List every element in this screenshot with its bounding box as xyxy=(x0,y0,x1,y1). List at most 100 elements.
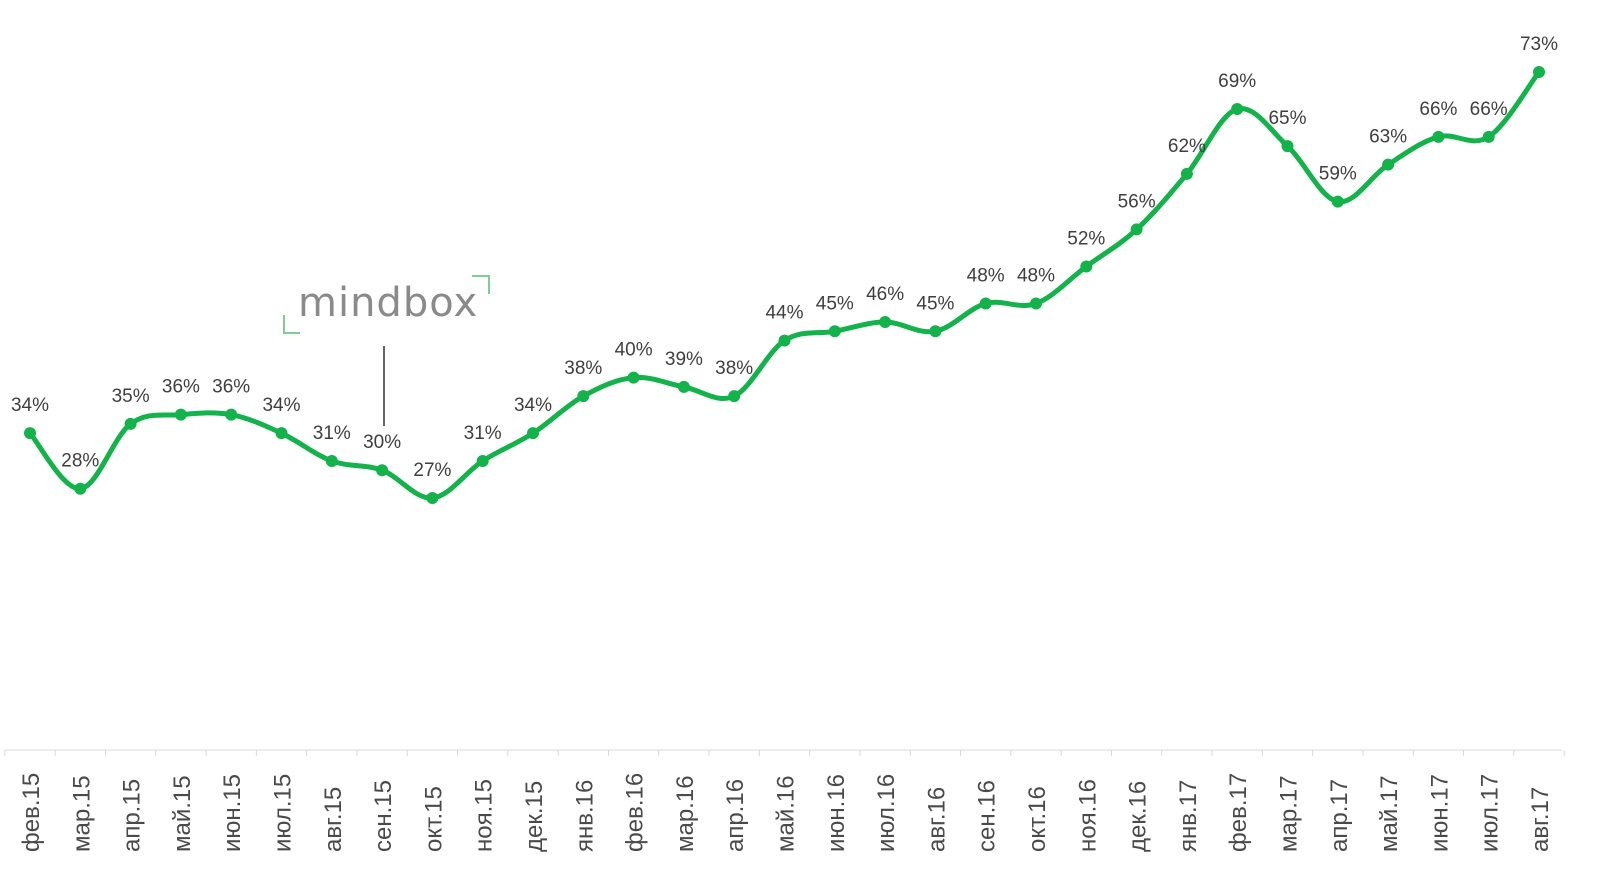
data-label: 36% xyxy=(212,377,250,398)
x-axis xyxy=(4,749,1565,756)
data-point xyxy=(1482,130,1495,143)
data-point xyxy=(1432,130,1445,143)
data-label: 52% xyxy=(1067,228,1105,249)
data-point xyxy=(1231,103,1244,116)
data-point xyxy=(1533,66,1545,78)
data-label: 48% xyxy=(967,266,1005,287)
data-label: 62% xyxy=(1168,136,1206,157)
data-label: 66% xyxy=(1470,99,1508,120)
data-point xyxy=(476,454,489,467)
data-point xyxy=(74,482,87,495)
data-point xyxy=(979,297,992,310)
data-label: 59% xyxy=(1319,164,1357,185)
data-label: 31% xyxy=(313,423,351,444)
data-point xyxy=(527,427,539,440)
data-point xyxy=(275,427,288,440)
data-label: 39% xyxy=(665,349,703,370)
x-tick-label: апр.17 xyxy=(1326,779,1353,852)
data-label: 56% xyxy=(1118,191,1156,212)
data-point xyxy=(1382,158,1395,171)
x-tick-label: ноя.15 xyxy=(471,779,498,852)
x-tick-label: мар.17 xyxy=(1276,775,1303,852)
x-tick-label: июл.15 xyxy=(270,774,297,852)
data-label: 69% xyxy=(1218,71,1256,92)
data-point xyxy=(24,427,36,440)
logo-text: mindbox xyxy=(298,280,478,326)
data-point xyxy=(174,408,187,421)
x-tick-label: окт.16 xyxy=(1024,786,1051,852)
data-label: 38% xyxy=(715,358,753,379)
x-tick-labels: фев.15 мар.15 апр.15 май.15 июн.15 июл.15 авг.… xyxy=(18,773,1554,852)
x-tick-label: май.16 xyxy=(773,775,800,852)
data-point xyxy=(1180,167,1193,180)
x-tick-label: фев.15 xyxy=(18,773,45,852)
data-point xyxy=(426,492,439,504)
x-tick-label: сен.16 xyxy=(974,780,1001,852)
logo-bracket-left-icon xyxy=(283,315,300,334)
x-tick-label: мар.15 xyxy=(68,775,95,852)
x-tick-label: май.17 xyxy=(1376,775,1403,852)
data-label: 46% xyxy=(866,284,904,305)
data-point xyxy=(879,316,892,329)
data-label: 27% xyxy=(413,460,451,481)
data-label: 34% xyxy=(11,395,49,416)
data-point xyxy=(828,325,841,338)
data-label: 38% xyxy=(564,358,602,379)
data-label: 73% xyxy=(1520,34,1558,55)
x-tick-label: апр.16 xyxy=(722,779,749,852)
data-point xyxy=(929,325,942,338)
data-point xyxy=(325,454,338,467)
x-tick-label: янв.17 xyxy=(1175,780,1202,852)
data-label: 48% xyxy=(1017,266,1055,287)
x-tick-label: сен.15 xyxy=(370,780,397,852)
logo-bracket-right-icon xyxy=(472,275,490,294)
data-label: 36% xyxy=(162,377,200,398)
x-tick-label: июл.17 xyxy=(1477,774,1504,852)
data-point xyxy=(225,408,238,421)
data-label: 63% xyxy=(1369,127,1407,148)
x-tick-label: авг.17 xyxy=(1527,787,1554,852)
data-labels: 34% 28% 35% 36% 36% 34% 31% 30% 27% 31% 34% 38% 40% 3… xyxy=(11,34,1558,481)
data-label: 40% xyxy=(615,340,653,361)
data-label: 44% xyxy=(765,303,803,324)
data-point xyxy=(124,417,137,430)
x-tick-label: июн.16 xyxy=(823,774,850,852)
data-point xyxy=(1030,297,1042,310)
series-line-group xyxy=(27,69,1542,501)
data-point xyxy=(577,390,590,403)
data-point xyxy=(627,371,640,384)
x-tick-label: янв.16 xyxy=(571,780,598,852)
x-tick-label: фев.16 xyxy=(622,773,649,852)
data-label: 66% xyxy=(1419,99,1457,120)
x-tick-label: окт.15 xyxy=(420,786,447,852)
data-point xyxy=(778,334,791,347)
data-point xyxy=(1331,195,1344,208)
data-label: 45% xyxy=(916,293,954,314)
x-tick-label: июн.15 xyxy=(219,774,246,852)
x-tick-label: фев.17 xyxy=(1225,773,1252,852)
series-line xyxy=(27,69,1542,501)
data-point xyxy=(1281,140,1294,153)
data-point xyxy=(376,464,389,477)
x-tick-label: авг.15 xyxy=(320,787,347,852)
x-tick-label: июл.16 xyxy=(873,774,900,852)
data-point xyxy=(1130,223,1143,236)
data-label: 30% xyxy=(363,432,401,453)
data-point xyxy=(677,380,690,393)
x-tick-label: дек.16 xyxy=(1125,781,1152,852)
data-points xyxy=(24,66,1545,504)
x-tick-label: ноя.16 xyxy=(1074,779,1101,852)
x-tick-label: авг.16 xyxy=(923,787,950,852)
x-tick-label: дек.15 xyxy=(521,781,548,852)
data-label: 28% xyxy=(61,451,99,472)
x-tick-label: май.15 xyxy=(169,775,196,852)
data-label: 65% xyxy=(1268,108,1306,129)
data-point xyxy=(1080,260,1093,273)
x-tick-label: мар.16 xyxy=(672,775,699,852)
x-tick-label: июн.17 xyxy=(1426,774,1453,852)
mindbox-logo: mindbox xyxy=(283,275,490,426)
data-point xyxy=(728,390,741,403)
data-label: 35% xyxy=(112,386,150,407)
data-label: 34% xyxy=(514,395,552,416)
